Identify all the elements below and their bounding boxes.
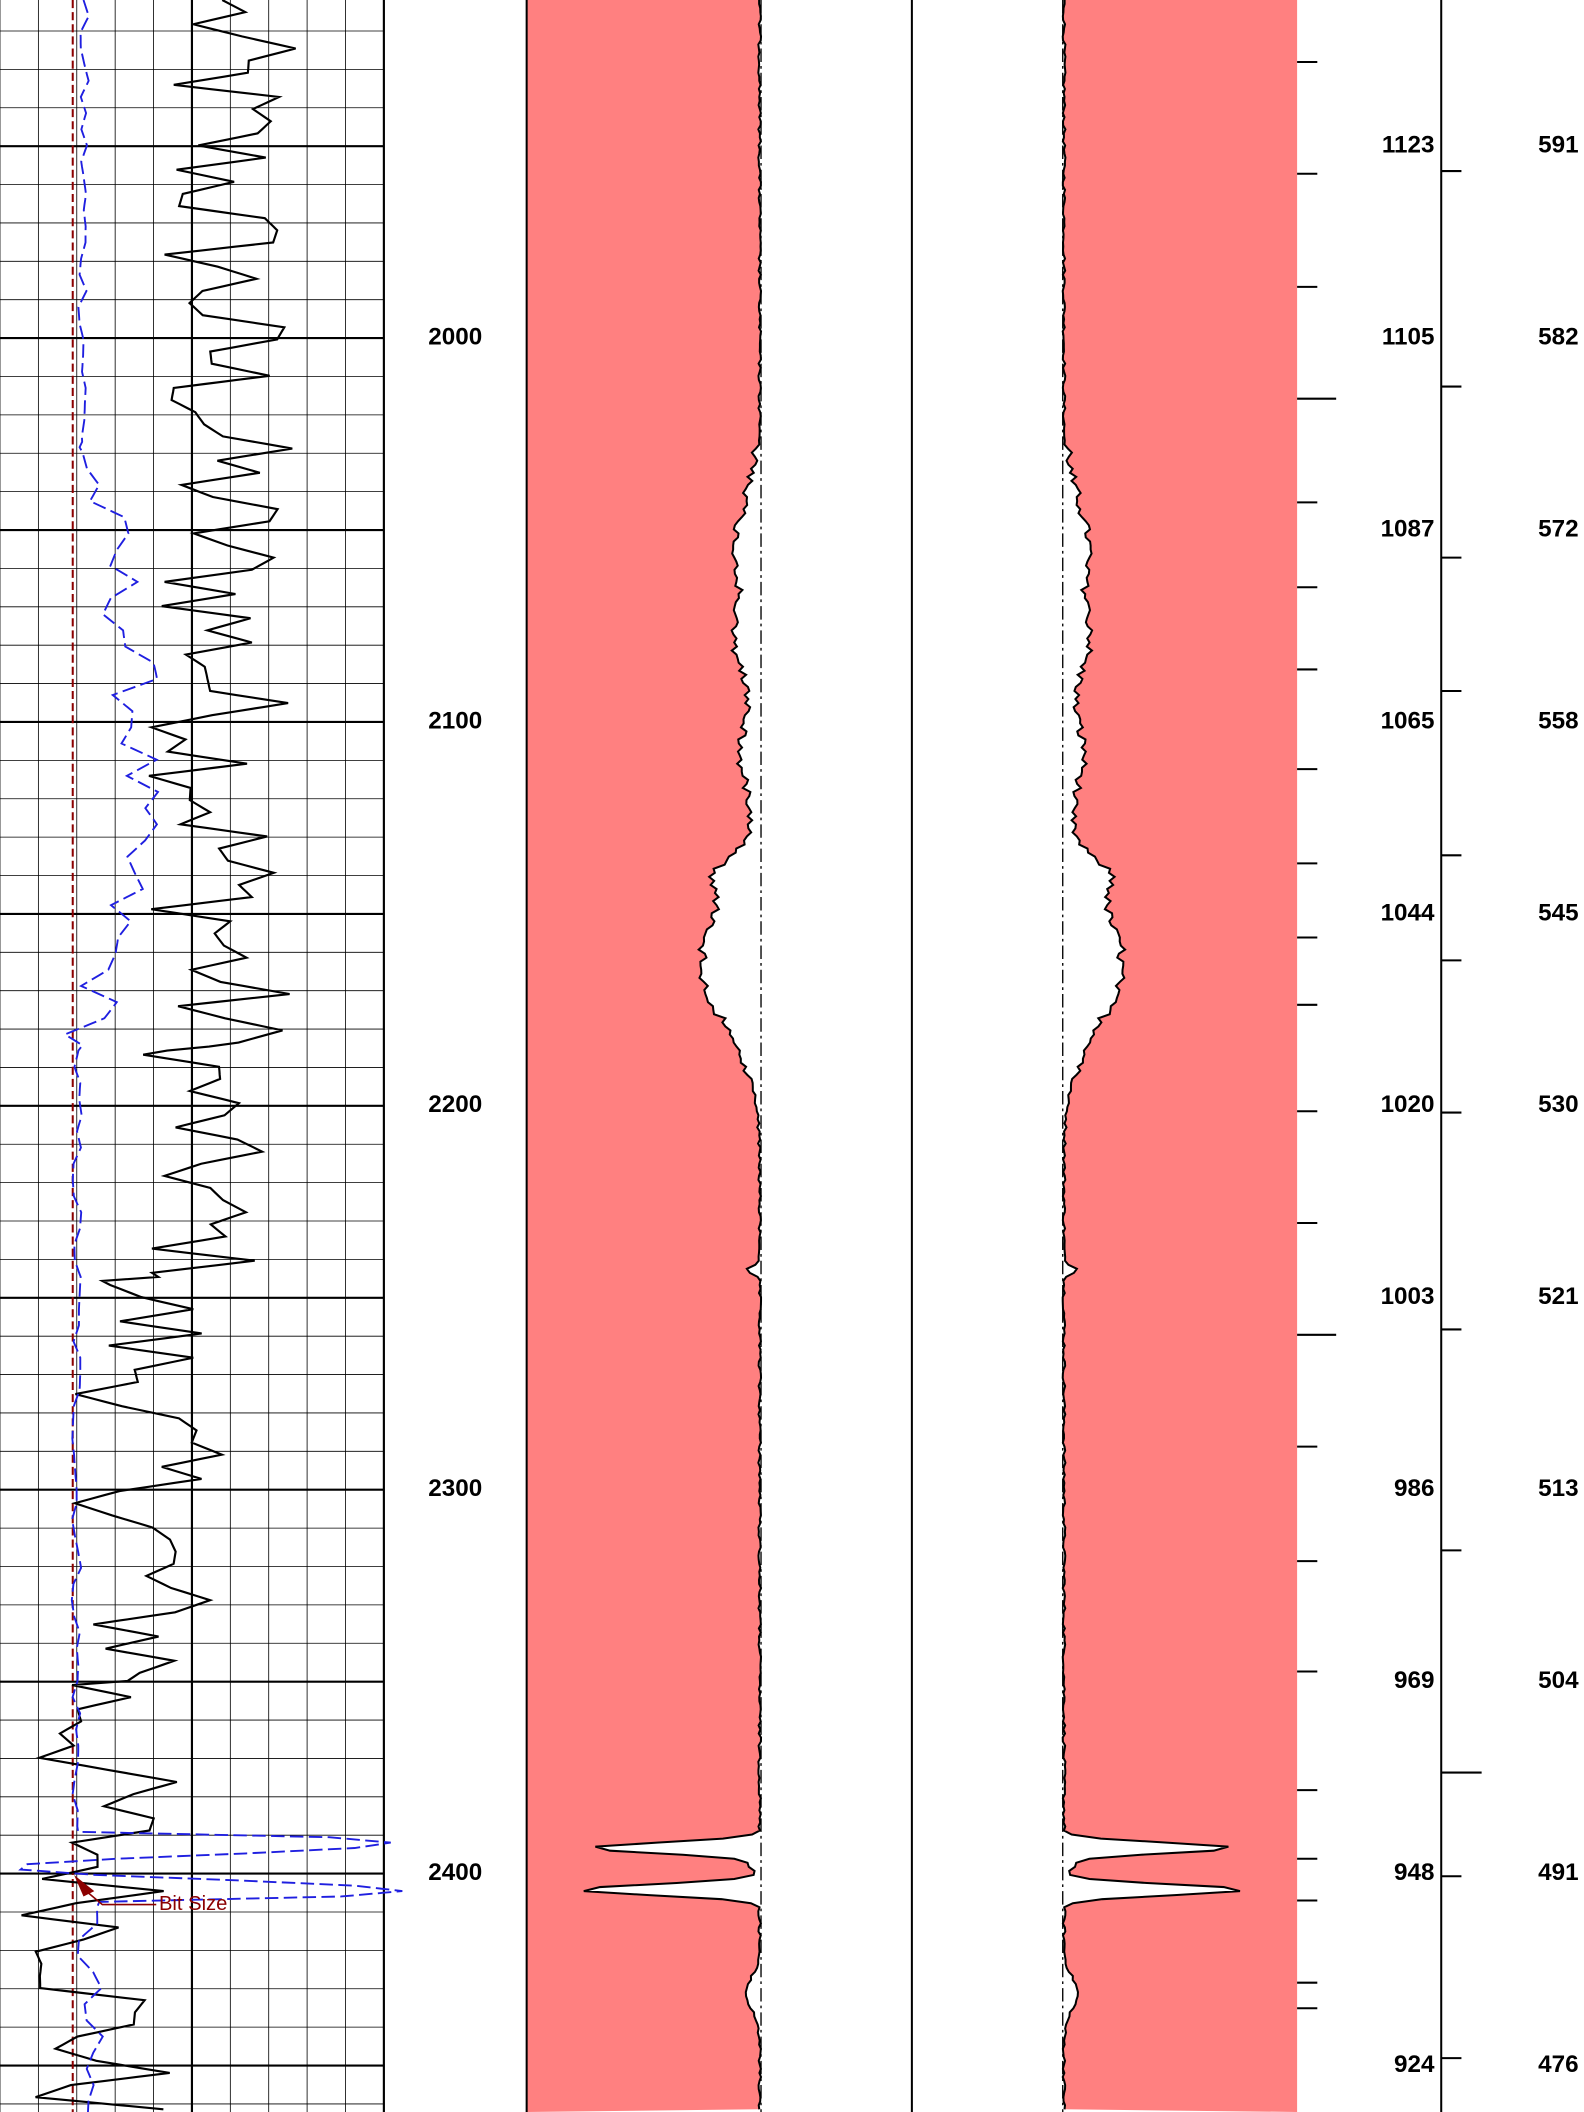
scale-a-label: 1087 [1381,515,1435,542]
scale-a-label: 1105 [1382,323,1435,350]
scale-a-label: 1065 [1381,707,1435,734]
scale-a-label: 924 [1394,2051,1435,2078]
scale-b-label: 582 [1538,323,1578,350]
scale-b-label: 513 [1538,1475,1578,1502]
scale-ticks [1297,60,1482,2060]
scale-a-label: 986 [1394,1475,1434,1502]
secondary-curve [18,0,403,2112]
depth-label: 2400 [428,1859,482,1886]
annotation-text: Bit Size [159,1893,227,1915]
fill-areas [526,0,1298,2112]
scale-b-label: 530 [1538,1091,1578,1118]
curves [18,0,1241,2112]
depth-label: 2200 [428,1091,482,1118]
scale-b-label: 572 [1538,515,1578,542]
depth-label: 2300 [428,1475,482,1502]
scale-b-label: 521 [1538,1283,1578,1310]
scale-b-label: 545 [1538,899,1578,926]
scale-b-label: 591 [1538,132,1578,159]
scale-a-label: 1123 [1382,132,1435,159]
scale-b-label: 476 [1538,2051,1578,2078]
labels: 2000 2100 2200 2300 2400 1123 1105 1087 1065 1044… [428,132,1579,2078]
scale-a-label: 1020 [1381,1091,1435,1118]
annotation-arrow [74,1874,95,1897]
fill-right [1062,0,1298,2112]
scale-b-label: 558 [1538,707,1578,734]
depth-label: 2000 [428,323,482,350]
scale-a-label: 1003 [1381,1283,1435,1310]
gamma-curve [21,0,296,2111]
depth-label: 2100 [428,707,482,734]
annotation-leader [85,1890,157,1906]
scale-b-label: 504 [1538,1667,1579,1694]
scale-b-label: 491 [1538,1859,1578,1886]
scale-a-label: 969 [1394,1667,1434,1694]
fill-left [526,0,762,2112]
track-grid [0,0,385,2112]
scale-a-label: 1044 [1381,899,1435,926]
scale-a-label: 948 [1394,1859,1434,1886]
